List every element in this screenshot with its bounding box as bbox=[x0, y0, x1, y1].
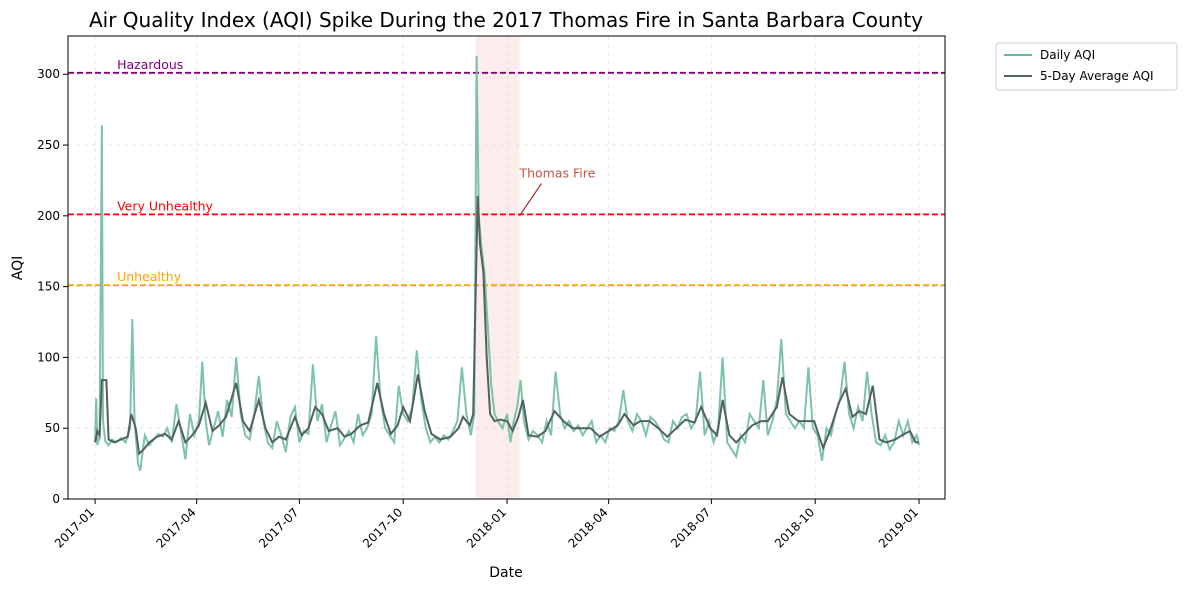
legend: Daily AQI 5-Day Average AQI bbox=[995, 42, 1178, 91]
y-tick-label: 100 bbox=[37, 350, 60, 364]
plot-frame bbox=[67, 35, 946, 500]
reference-label-hazardous: Hazardous bbox=[117, 57, 183, 72]
y-tick-label: 50 bbox=[45, 421, 60, 435]
y-tick-label: 250 bbox=[37, 138, 60, 152]
y-tick-label: 0 bbox=[52, 492, 60, 506]
series-line-daily-aqi bbox=[94, 55, 920, 471]
y-tick-label: 200 bbox=[37, 209, 60, 223]
annotation-label: Thomas Fire bbox=[518, 166, 595, 181]
reference-lines: Hazardous Very Unhealthy Unhealthy bbox=[68, 57, 945, 287]
y-tick-label: 150 bbox=[37, 280, 60, 294]
x-axis-label: Date bbox=[489, 565, 522, 581]
series-line-5-day-average-aqi bbox=[94, 195, 919, 456]
reference-label-unhealthy: Unhealthy bbox=[117, 269, 182, 284]
plot-area: Hazardous Very Unhealthy Unhealthy Thomas … bbox=[67, 35, 946, 500]
y-tick-label: 300 bbox=[37, 67, 60, 81]
legend-label-daily-aqi: Daily AQI bbox=[1040, 48, 1095, 62]
legend-label-5-day-average-aqi: 5-Day Average AQI bbox=[1040, 69, 1154, 83]
chart-title: Air Quality Index (AQI) Spike During the… bbox=[89, 8, 923, 32]
annotation-arrow bbox=[518, 183, 542, 217]
thomas-fire-annotation: Thomas Fire bbox=[518, 166, 596, 217]
y-axis-label: AQI bbox=[10, 256, 26, 280]
y-axis: 0 50 100 150 200 250 300 bbox=[37, 67, 68, 506]
legend-box bbox=[995, 42, 1178, 91]
reference-label-very-unhealthy: Very Unhealthy bbox=[117, 198, 213, 213]
